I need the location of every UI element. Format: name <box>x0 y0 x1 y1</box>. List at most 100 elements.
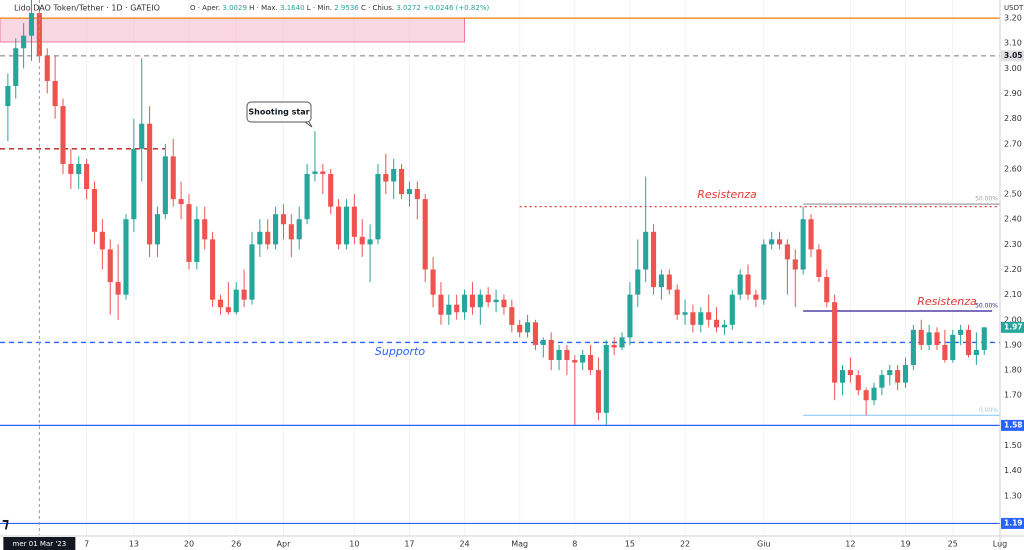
candle-body <box>926 332 932 345</box>
high-label: H · Max. <box>249 4 278 12</box>
candle-body <box>446 304 452 315</box>
price-badge <box>1001 517 1024 529</box>
candle-body <box>580 354 586 363</box>
close-label: C · Chius. <box>361 4 394 12</box>
candle-body <box>217 299 224 308</box>
candle-body <box>84 163 90 190</box>
candle-body <box>784 244 790 260</box>
candle-body <box>666 274 672 290</box>
candle-body <box>210 239 216 300</box>
candle-body <box>131 148 137 220</box>
candle-body <box>776 239 783 245</box>
candle-body <box>5 85 11 107</box>
close-value: 3.0272 <box>396 4 421 12</box>
candle-body <box>548 339 554 361</box>
candle-body <box>540 339 546 345</box>
level-label: 0.00% <box>979 407 998 414</box>
candle-body <box>603 344 609 413</box>
crosshair-label: mer 01 Mar '23 <box>13 540 67 548</box>
candle-body <box>336 206 342 245</box>
candle-body <box>737 274 743 295</box>
y-tick-label: 2.20 <box>1004 265 1022 274</box>
candle-body <box>509 307 515 325</box>
y-tick-label: 3.10 <box>1004 39 1022 48</box>
candle-body <box>855 375 861 391</box>
candle-body <box>532 322 538 345</box>
candle-body <box>942 344 948 361</box>
candle-body <box>769 239 775 245</box>
price-badge-label: 1.58 <box>1004 420 1023 429</box>
candle-body <box>462 294 468 313</box>
candle-body <box>147 123 153 245</box>
candle-body <box>895 370 901 383</box>
x-tick-label: 17 <box>404 540 414 549</box>
y-tick-label: 1.90 <box>1004 340 1022 349</box>
annotation: Resistenza <box>697 188 757 201</box>
candle-body <box>800 219 806 270</box>
axes: 3.20 3.10 3.00 2.90 2.80 2.70 2.60 2.50 2.40 2.30… <box>3 14 1024 550</box>
candle-body <box>816 249 822 278</box>
candle-body <box>556 349 562 361</box>
candle-body <box>328 173 334 207</box>
annotation: Resistenza <box>917 295 977 308</box>
candle-body <box>280 214 287 225</box>
candle-body <box>587 354 594 371</box>
candle-body <box>241 289 247 300</box>
candle-body <box>21 35 27 49</box>
y-tick-label: 3.20 <box>1004 14 1022 23</box>
candle-body <box>383 173 389 182</box>
candle-body <box>430 269 436 295</box>
candle-body <box>265 231 271 245</box>
change-value: +0.0246 (+0.82%) <box>423 4 489 12</box>
candle-body <box>761 244 767 300</box>
candle-body <box>619 337 625 348</box>
candle-body <box>296 219 302 240</box>
price-badge <box>1001 419 1024 431</box>
candle-body <box>28 13 35 36</box>
candle-body <box>288 224 294 240</box>
candle-body <box>454 304 460 313</box>
x-tick-label: 13 <box>129 540 139 549</box>
open-label: O · Aper. <box>190 4 220 12</box>
candle-body <box>91 189 98 232</box>
candle-body <box>99 231 105 250</box>
y-tick-label: 2.10 <box>1004 290 1022 299</box>
price-badge-label: 3.05 <box>1004 51 1023 60</box>
candle-body <box>808 219 814 250</box>
candle-body <box>170 156 176 200</box>
candle-body <box>391 168 397 182</box>
candle-body <box>477 294 483 308</box>
candle-body <box>832 302 838 383</box>
candle-body <box>934 332 940 345</box>
candle-body <box>753 294 759 300</box>
candle-body <box>76 163 82 174</box>
candle-body <box>304 173 310 220</box>
price-badge <box>1001 321 1024 333</box>
y-tick-label: 1.70 <box>1004 391 1022 400</box>
y-tick-label: 2.80 <box>1004 114 1022 123</box>
zone <box>0 17 465 43</box>
candle-body <box>729 294 735 325</box>
candle-body <box>186 204 192 262</box>
y-tick-label: 2.60 <box>1004 164 1022 173</box>
candle-body <box>359 236 365 245</box>
candle-body <box>493 299 499 303</box>
crosshair-label-bg <box>3 537 76 550</box>
candle-body <box>745 274 751 295</box>
y-tick-label: 2.50 <box>1004 190 1022 199</box>
candle-body <box>721 324 727 328</box>
x-tick-label: 25 <box>948 540 958 549</box>
candle-body <box>902 365 909 383</box>
y-tick-label: 1.50 <box>1004 441 1022 450</box>
candle-body <box>375 173 381 240</box>
annotation: Supporto <box>375 345 425 358</box>
open-value: 3.0029 <box>222 4 247 12</box>
overlay: Shooting star Resistenza Resistenza Support… <box>38 0 977 535</box>
x-tick-label: Lug <box>993 540 1007 549</box>
y-tick-label: 2.90 <box>1004 89 1022 98</box>
y-tick-label: 1.30 <box>1004 491 1022 500</box>
candle-body <box>154 214 161 245</box>
